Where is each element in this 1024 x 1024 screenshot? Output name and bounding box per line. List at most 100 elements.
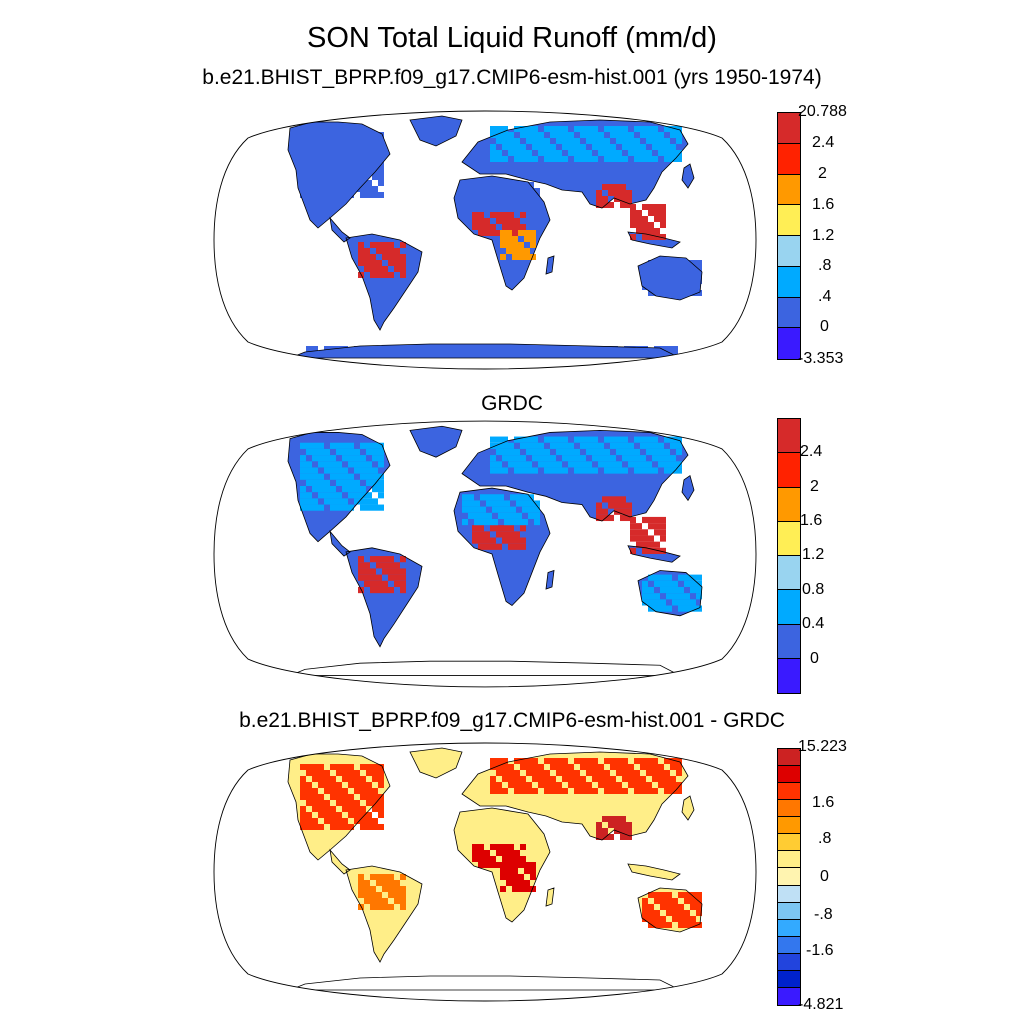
data-cell-north-america bbox=[354, 812, 360, 818]
data-cell-southeast-asia bbox=[648, 222, 654, 228]
data-cell-northern-eurasia bbox=[580, 758, 586, 764]
data-cell-north-america bbox=[372, 448, 378, 456]
data-cell-northern-eurasia bbox=[496, 764, 502, 770]
data-cell-northern-eurasia bbox=[670, 442, 676, 449]
data-cell-north-america bbox=[378, 461, 384, 468]
data-cell-congo-basin bbox=[512, 254, 518, 260]
coastline-antarctica bbox=[289, 660, 681, 676]
data-cell-north-america bbox=[306, 180, 312, 186]
coastline-greenland bbox=[409, 747, 463, 779]
data-cell-north-america bbox=[378, 486, 384, 493]
data-cell-australia bbox=[666, 278, 672, 284]
data-cell-amazon-basin bbox=[376, 574, 382, 581]
data-cell-north-america bbox=[318, 492, 324, 499]
data-cell-southeast-asia bbox=[648, 541, 654, 548]
data-cell-southeast-asia bbox=[648, 516, 654, 524]
data-cell-northern-eurasia bbox=[604, 467, 610, 474]
data-cell-north-america bbox=[336, 788, 342, 794]
data-cell-australia bbox=[660, 916, 666, 922]
data-cell-south-asia bbox=[620, 514, 626, 522]
data-cell-australia bbox=[666, 605, 672, 612]
data-cell-north-america bbox=[300, 473, 306, 480]
data-cell-northern-eurasia bbox=[502, 442, 508, 449]
data-cell-northern-eurasia bbox=[592, 132, 598, 138]
data-cell-north-america bbox=[330, 186, 336, 192]
data-cell-northern-eurasia bbox=[490, 467, 496, 474]
data-cell-north-america bbox=[318, 504, 324, 511]
data-cell-sahara bbox=[534, 500, 540, 507]
data-cell-sahara bbox=[510, 518, 516, 526]
data-cell-northern-eurasia bbox=[562, 144, 568, 150]
data-cell-antarctica bbox=[450, 352, 456, 358]
data-cell-northern-eurasia bbox=[580, 782, 586, 788]
data-cell-northern-eurasia bbox=[622, 467, 628, 474]
data-cell-northern-eurasia bbox=[526, 448, 532, 456]
data-cell-northern-eurasia bbox=[646, 788, 652, 794]
data-cell-north-america bbox=[318, 132, 324, 138]
data-cell-australia bbox=[696, 904, 702, 910]
data-cell-south-asia bbox=[626, 514, 632, 522]
data-cell-amazon-basin bbox=[388, 242, 394, 248]
data-cell-northern-eurasia bbox=[622, 144, 628, 150]
data-cell-northern-eurasia bbox=[676, 442, 682, 449]
data-cell-north-america bbox=[312, 504, 318, 511]
data-cell-north-america bbox=[336, 770, 342, 776]
data-cell-northern-eurasia bbox=[514, 467, 520, 474]
data-cell-north-america bbox=[372, 818, 378, 824]
data-cell-north-america bbox=[372, 486, 378, 493]
data-cell-northern-eurasia bbox=[586, 758, 592, 764]
data-cell-north-america bbox=[354, 455, 360, 462]
coastline-madagascar bbox=[545, 887, 555, 907]
data-cell-north-america bbox=[300, 794, 306, 800]
data-cell-sahara bbox=[474, 506, 480, 513]
data-cell-south-asia bbox=[620, 834, 626, 840]
data-cell-amazon-basin bbox=[376, 266, 382, 272]
data-cell-congo-basin bbox=[530, 236, 536, 242]
data-cell-northern-eurasia bbox=[496, 758, 502, 764]
data-cell-northern-eurasia bbox=[604, 448, 610, 456]
data-cell-northern-eurasia bbox=[508, 144, 514, 150]
data-cell-northern-eurasia bbox=[544, 455, 550, 462]
data-cell-antarctica bbox=[600, 346, 606, 352]
colorbar-swatch bbox=[778, 236, 800, 267]
data-cell-congo-basin bbox=[506, 242, 512, 248]
colorbar-swatch bbox=[778, 868, 800, 886]
data-cell-northern-eurasia bbox=[592, 126, 598, 132]
data-cell-sahara bbox=[474, 518, 480, 526]
data-cell-australia bbox=[660, 922, 666, 928]
data-cell-north-america bbox=[348, 442, 354, 449]
data-cell-north-america bbox=[366, 788, 372, 794]
data-cell-southeast-asia bbox=[660, 204, 666, 210]
data-cell-amazon-basin bbox=[388, 574, 394, 581]
data-cell-northern-eurasia bbox=[664, 156, 670, 162]
data-cell-north-america bbox=[336, 473, 342, 480]
data-cell-australia bbox=[648, 922, 654, 928]
data-cell-northern-eurasia bbox=[580, 436, 586, 443]
data-cell-northern-eurasia bbox=[580, 764, 586, 770]
data-cell-north-america bbox=[348, 812, 354, 818]
data-cell-northern-eurasia bbox=[538, 764, 544, 770]
land-japan bbox=[682, 164, 694, 188]
data-cell-north-america bbox=[330, 824, 336, 830]
data-cell-australia bbox=[666, 290, 672, 296]
data-cell-australia bbox=[648, 272, 654, 278]
data-cell-north-america bbox=[318, 770, 324, 776]
data-cell-congo-basin bbox=[518, 254, 524, 260]
data-cell-northern-eurasia bbox=[526, 132, 532, 138]
data-cell-australia bbox=[672, 904, 678, 910]
data-cell-north-america bbox=[378, 144, 384, 150]
data-cell-southeast-asia bbox=[642, 204, 648, 210]
colorbar-label: .8 bbox=[818, 830, 832, 847]
data-cell-north-america bbox=[336, 461, 342, 468]
data-cell-north-america bbox=[360, 492, 366, 499]
data-cell-north-america bbox=[300, 455, 306, 462]
data-cell-congo-basin bbox=[524, 862, 530, 868]
data-cell-australia bbox=[666, 922, 672, 928]
data-cell-northern-eurasia bbox=[610, 156, 616, 162]
data-cell-northern-eurasia bbox=[550, 776, 556, 782]
data-cell-northern-eurasia bbox=[562, 788, 568, 794]
data-cell-north-america bbox=[372, 824, 378, 830]
data-cell-sahara bbox=[486, 206, 492, 212]
data-cell-west-africa bbox=[496, 850, 502, 856]
data-cell-northern-eurasia bbox=[580, 467, 586, 474]
